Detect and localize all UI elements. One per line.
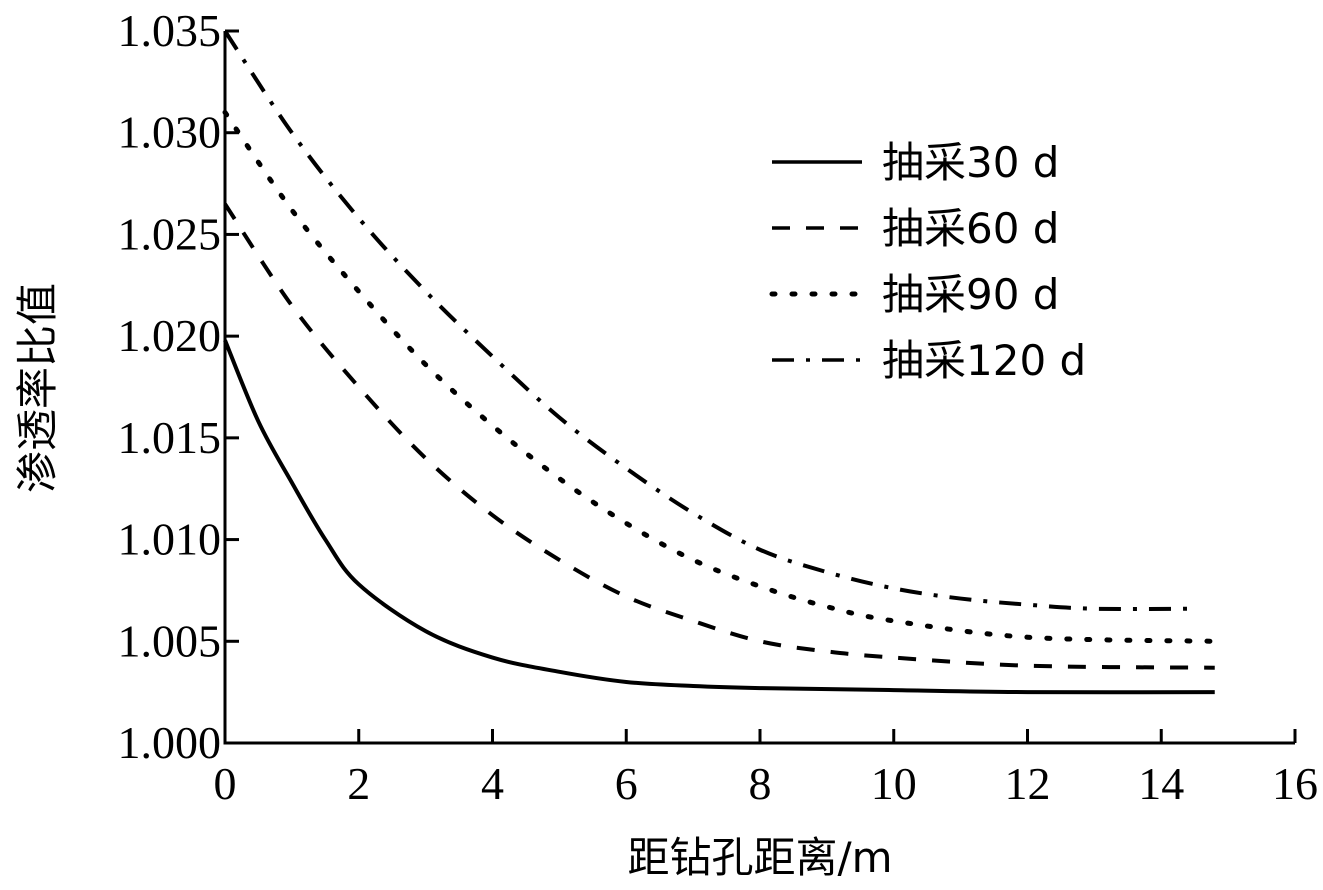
y-tick-label: 1.030 <box>118 107 222 158</box>
x-tick-label: 12 <box>1005 758 1051 809</box>
axes <box>223 31 1295 745</box>
x-tick-label: 10 <box>871 758 917 809</box>
x-axis-title: 距钻孔距离/m <box>627 833 892 882</box>
series-line-solid <box>223 339 1215 695</box>
x-tick-label: 14 <box>1138 758 1184 809</box>
y-axis-ticks: 1.000 1.005 1.010 1.015 1.020 1.025 1.030 1.035 <box>118 5 239 768</box>
series-line-dotted <box>222 109 1218 644</box>
legend-label: 抽采90 d <box>882 270 1059 319</box>
series-line-dashed <box>223 202 1215 670</box>
legend-label: 抽采60 d <box>882 204 1059 253</box>
y-tick-label: 1.005 <box>118 615 222 666</box>
legend-label: 抽采30 d <box>882 138 1059 187</box>
y-tick-label: 1.010 <box>118 514 222 565</box>
x-tick-label: 8 <box>749 758 772 809</box>
y-tick-label: 1.000 <box>118 717 222 768</box>
y-tick-label: 1.035 <box>118 5 222 56</box>
y-tick-label: 1.025 <box>118 208 222 259</box>
data-series <box>222 29 1218 695</box>
x-tick-label: 2 <box>347 758 370 809</box>
y-tick-label: 1.015 <box>118 412 222 463</box>
y-tick-label: 1.020 <box>118 310 222 361</box>
legend-label: 抽采120 d <box>882 336 1086 385</box>
y-axis-title: 渗透率比值 <box>13 283 62 493</box>
x-tick-label: 0 <box>214 758 237 809</box>
x-axis-ticks: 0 2 4 6 8 10 12 14 16 <box>214 729 1318 809</box>
x-tick-label: 16 <box>1272 758 1318 809</box>
x-tick-label: 6 <box>615 758 638 809</box>
legend: 抽采30 d 抽采60 d 抽采90 d 抽采120 d <box>769 138 1086 385</box>
series-line-dashdot <box>223 29 1195 612</box>
x-tick-label: 4 <box>481 758 504 809</box>
